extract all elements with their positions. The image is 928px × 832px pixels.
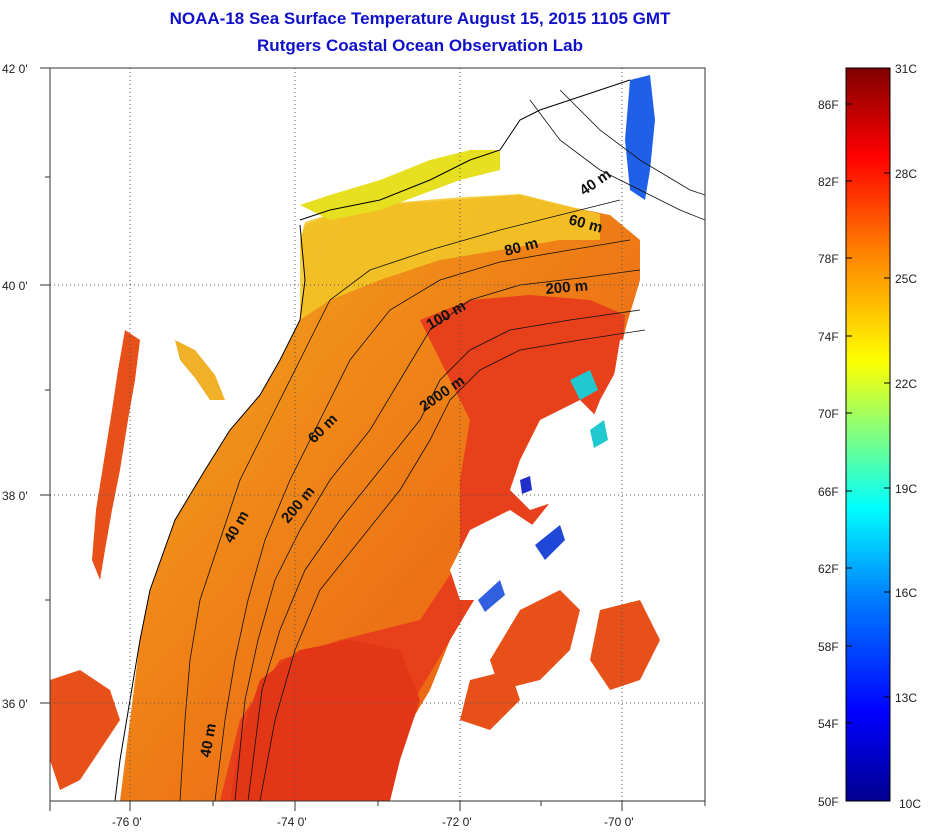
lon-label-76: -76 0' [112,815,142,829]
cbar-c-label-8: 10C [899,797,921,811]
bathymetry-contours [179,89,705,801]
lon-label-72: -72 0' [442,815,472,829]
cbar-c-label-3: 25C [895,272,917,286]
cbar-f-label-10: 50F [818,795,839,809]
lat-label-40: 40 0' [2,279,28,293]
cbar-f-label-5: 70F [818,407,839,421]
map-title: NOAA-18 Sea Surface Temperature August 1… [169,9,671,28]
chesapeake-bay [92,330,140,580]
cold-patch-blue-3 [478,580,505,612]
lat-label-38: 38 0' [2,489,28,503]
delaware-bay [175,340,225,400]
cbar-c-label-4: 22C [895,377,917,391]
cbar-f-label-6: 66F [818,485,839,499]
map-subtitle: Rutgers Coastal Ocean Observation Lab [257,36,583,55]
cbar-c-label-1: 31C [895,62,917,76]
warm-south-region [230,640,420,801]
delmarva-land [118,330,230,590]
cbar-c-label-2: 28C [895,167,917,181]
colorbar [845,67,891,802]
long-island-sound [300,150,500,220]
lat-label-36: 36 0' [2,697,28,711]
cbar-f-label-9: 54F [818,717,839,731]
cold-patch-cyan [570,370,608,448]
frame-ticks [40,67,706,811]
contour-label-4: 200 m [545,277,589,298]
cbar-c-label-7: 13C [895,691,917,705]
cloud-gap-2 [450,510,540,600]
cbar-f-label-2: 82F [818,175,839,189]
cloud-gap-1 [510,400,600,510]
cold-patch-blue-1 [520,476,532,494]
cbar-f-label-4: 74F [818,330,839,344]
colorbar-ticks [846,67,890,724]
contour-label-10: 40 m [197,722,220,759]
cold-patch-blue-2 [535,525,565,560]
cbar-f-label-8: 58F [818,640,839,654]
cbar-c-label-6: 16C [895,586,917,600]
lon-label-74: -74 0' [277,815,307,829]
yellow-nearshore-band [300,194,600,320]
east-offshore-patches [460,590,660,730]
lat-label-42: 42 0' [2,62,28,76]
cbar-c-label-5: 19C [895,482,917,496]
nc-sounds [50,670,120,790]
cbar-f-label-1: 86F [818,98,839,112]
lon-label-70: -70 0' [604,815,634,829]
cbar-f-label-3: 78F [818,252,839,266]
cold-patch-northeast [625,75,655,200]
cbar-f-label-7: 62F [818,562,839,576]
map-panel: 40 m 60 m 80 m 200 m 100 m 2000 m 60 m 4… [50,68,705,801]
